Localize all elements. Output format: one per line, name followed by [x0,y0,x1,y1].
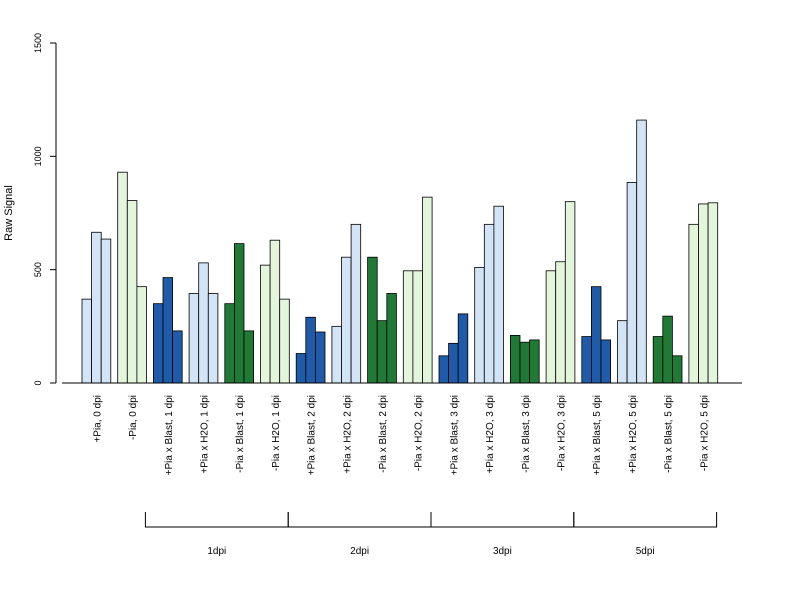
bar [305,316,316,384]
y-tick-label: 1000 [33,146,43,166]
bar [457,313,469,384]
x-tick-label: -Pia x Blast, 2 dpi [378,395,389,473]
bar [591,286,602,384]
x-tick-label: +Pia x H2O, 2 dpi [342,395,353,474]
bar [698,203,709,384]
group-bracket [573,512,718,528]
bar [617,320,628,384]
x-tick-label: -Pia x H2O, 5 dpi [699,395,710,471]
bar [626,181,638,384]
bar [172,330,183,384]
y-tick-label: 500 [33,262,43,277]
bar [367,256,378,384]
bar [224,303,235,384]
x-tick-label: +Pia x Blast, 5 dpi [592,395,603,475]
bar [350,223,362,384]
bar [636,119,647,384]
bar [331,325,342,384]
x-tick-label: +Pia x H2O, 3 dpi [485,395,496,474]
bar [555,261,566,384]
x-tick-label: +Pia x H2O, 1 dpi [200,395,211,474]
x-tick-label: -Pia x Blast, 1 dpi [235,395,246,473]
group-bracket [430,512,575,528]
bar [260,264,271,384]
bar [438,355,450,384]
bar [295,353,307,384]
group-label: 2dpi [350,546,369,557]
bar [126,200,138,384]
bar [386,293,397,384]
y-axis: 0 500 1000 1500 [33,33,57,386]
bar [412,270,423,384]
bar [233,243,245,384]
bar [341,256,352,384]
bar [545,270,557,384]
bar [100,238,112,384]
group-brackets: 1dpi 2dpi 3dpi 5dpi [144,512,718,557]
group-label: 3dpi [493,546,512,557]
x-tick-labels: +Pia, 0 dpi -Pia, 0 dpi +Pia x Blast, 1 dp… [92,395,710,475]
bar [688,223,699,384]
bar [529,339,540,384]
bar [162,277,174,384]
x-tick-label: -Pia, 0 dpi [128,395,139,440]
bar [402,270,414,384]
bar [188,293,200,384]
bar [314,331,326,384]
group-label: 5dpi [636,546,655,557]
y-tick-label: 0 [33,380,43,385]
bar [198,262,209,384]
x-tick-label: -Pia x H2O, 2 dpi [414,395,425,471]
bar [564,201,576,384]
bar [581,336,592,384]
x-tick-label: +Pia x Blast, 2 dpi [307,395,318,475]
bar [707,202,719,384]
x-tick-label: -Pia x Blast, 5 dpi [664,395,675,473]
bar [152,303,164,384]
bar [376,320,388,384]
bar [269,239,281,384]
bar [652,336,664,384]
bar [117,171,128,384]
bar [519,341,531,384]
bar [448,342,459,384]
bar [600,339,612,384]
x-tick-label: +Pia x H2O, 5 dpi [628,395,639,474]
group-bracket [144,512,289,528]
bar [662,315,673,384]
y-tick-label: 1500 [33,33,43,53]
x-tick-label: +Pia x Blast, 1 dpi [164,395,175,475]
bar [243,330,255,384]
bar [207,293,219,384]
bar [279,298,290,384]
bars [81,119,719,384]
bar [474,266,485,384]
x-tick-label: -Pia x H2O, 1 dpi [271,395,282,471]
bar [81,298,93,384]
bar [483,223,495,384]
x-tick-label: +Pia x Blast, 3 dpi [449,395,460,475]
group-bracket [287,512,432,528]
group-label: 1dpi [207,546,226,557]
y-axis-label: Raw Signal [3,185,15,241]
bar [136,286,147,384]
x-tick-label: -Pia x H2O, 3 dpi [557,395,568,471]
x-tick-label: -Pia x Blast, 3 dpi [521,395,532,473]
bar [422,196,433,384]
bar [509,334,521,384]
bar [91,231,102,384]
x-tick-label: +Pia, 0 dpi [92,395,103,443]
bar [672,355,683,384]
bar [493,205,504,384]
